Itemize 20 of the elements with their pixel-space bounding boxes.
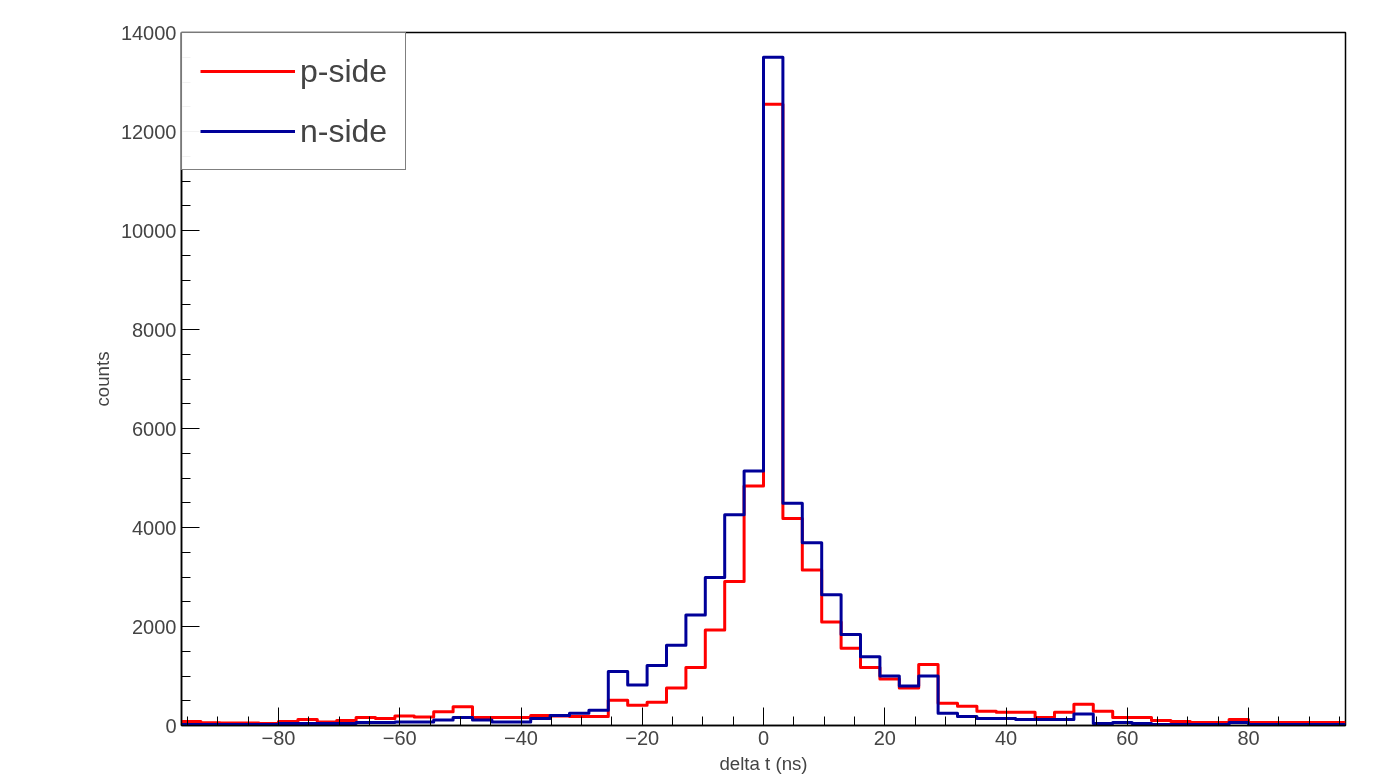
x-tick-label: −60: [382, 726, 417, 749]
y-tick-label: 10000: [120, 219, 177, 242]
legend-label: n-side: [300, 112, 388, 150]
x-tick-label: 0: [757, 726, 770, 749]
x-tick-label: −40: [504, 726, 538, 749]
x-tick-label: 60: [1116, 726, 1139, 749]
x-tick-label: 20: [873, 726, 896, 749]
x-tick-label: −80: [261, 726, 296, 749]
x-tick-label: 40: [994, 726, 1018, 749]
x-tick-label: −20: [625, 726, 660, 749]
y-tick-label: 12000: [120, 120, 177, 143]
y-tick-label: 4000: [132, 516, 177, 539]
y-tick-label: 6000: [132, 417, 177, 440]
y-axis-title: counts: [91, 351, 113, 407]
y-tick-label: 8000: [132, 318, 177, 341]
y-tick-label: 2000: [132, 615, 177, 638]
y-tick-label: 14000: [120, 21, 177, 44]
x-tick-label: 80: [1237, 726, 1260, 749]
legend-label: p-side: [300, 52, 388, 90]
x-axis-title: delta t (ns): [719, 752, 808, 774]
